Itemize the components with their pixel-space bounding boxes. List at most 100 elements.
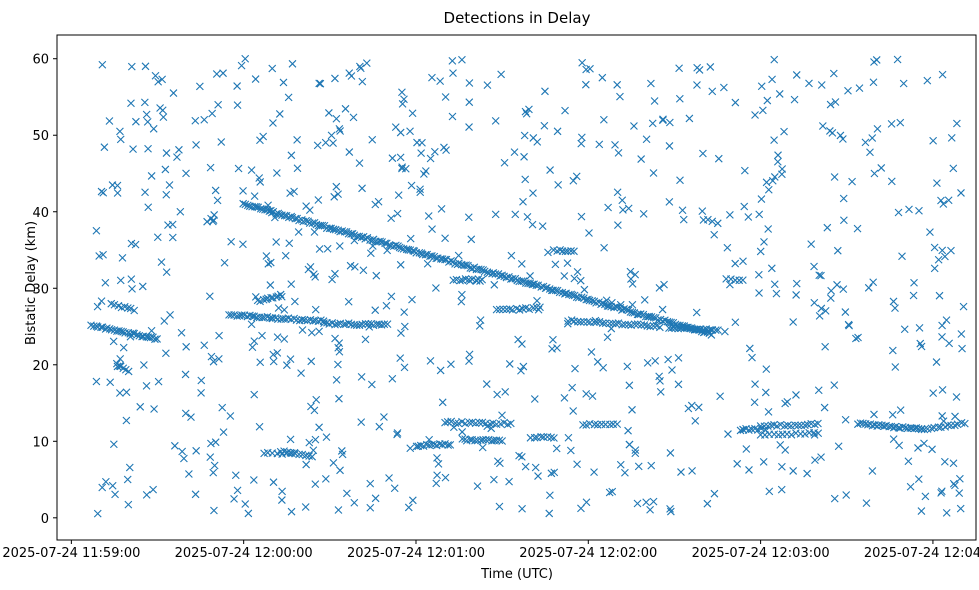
data-point [950, 421, 959, 430]
data-point [428, 73, 436, 82]
data-point [572, 172, 581, 181]
data-point [582, 498, 591, 507]
data-point [497, 70, 506, 79]
data-point [666, 507, 675, 516]
data-point [113, 189, 122, 197]
data-point [653, 316, 662, 324]
data-point [567, 247, 575, 255]
data-point [582, 389, 591, 398]
data-point [947, 246, 955, 255]
data-point [259, 295, 268, 304]
data-point [393, 209, 402, 218]
data-point [821, 306, 830, 315]
data-point [483, 81, 492, 90]
data-point [279, 78, 288, 87]
data-point [641, 312, 650, 321]
data-point [269, 357, 278, 366]
data-point [182, 342, 191, 351]
data-point [263, 312, 272, 321]
data-point [951, 481, 959, 490]
data-point [952, 119, 961, 128]
data-point [332, 375, 341, 384]
data-point [305, 452, 314, 460]
data-point [807, 240, 816, 249]
data-point [249, 476, 258, 484]
data-point [889, 435, 898, 443]
data-point [106, 378, 115, 387]
data-point [324, 109, 333, 117]
data-point [462, 261, 471, 270]
data-point [334, 190, 342, 199]
data-point [714, 326, 722, 334]
data-point [640, 321, 649, 329]
data-point [678, 206, 687, 215]
data-point [851, 334, 860, 343]
data-point [209, 216, 218, 224]
data-point [691, 416, 700, 425]
data-point [380, 413, 388, 421]
data-point [266, 281, 275, 289]
data-point [253, 296, 262, 305]
data-point [783, 421, 792, 430]
data-point [763, 96, 772, 105]
data-point [311, 435, 320, 444]
data-point [613, 80, 622, 89]
data-point [273, 333, 282, 341]
data-point [501, 387, 510, 396]
data-point [577, 139, 586, 148]
data-point [250, 390, 259, 399]
data-point [200, 341, 209, 350]
data-point [898, 252, 906, 261]
data-point [437, 205, 446, 213]
data-point [217, 138, 226, 146]
x-tick-label: 2025-07-24 12:04:00 [864, 546, 979, 561]
data-point [521, 175, 530, 184]
data-point [523, 213, 532, 221]
data-point [914, 475, 923, 484]
data-point [438, 440, 447, 449]
data-point [938, 246, 947, 255]
data-point [530, 433, 539, 442]
data-point [355, 159, 364, 168]
data-point [841, 308, 850, 316]
data-point [256, 178, 265, 186]
data-point [561, 106, 569, 115]
data-point [757, 195, 766, 203]
data-point [637, 155, 646, 163]
data-point [192, 140, 200, 149]
data-point [854, 333, 862, 342]
data-point [441, 473, 450, 482]
data-point [336, 127, 345, 135]
data-point [436, 366, 445, 375]
data-point [323, 244, 332, 253]
data-point [101, 477, 110, 486]
data-point [498, 437, 507, 445]
data-point [783, 397, 792, 406]
data-point [491, 116, 500, 125]
data-point [233, 101, 242, 109]
data-point [441, 255, 449, 264]
data-point [482, 380, 491, 388]
data-point [563, 259, 572, 267]
data-point [675, 64, 683, 73]
data-point [449, 276, 458, 285]
data-point [205, 292, 214, 301]
data-point [327, 131, 336, 140]
data-point [755, 210, 764, 219]
data-point [491, 270, 500, 278]
data-point [162, 190, 171, 199]
data-point [943, 421, 952, 429]
data-point [209, 468, 218, 477]
data-point [118, 253, 127, 262]
data-point [424, 212, 433, 220]
data-point [550, 434, 558, 442]
data-point [127, 62, 136, 71]
data-point [959, 302, 968, 311]
data-point [550, 468, 559, 477]
data-point [280, 335, 289, 343]
data-point [956, 504, 965, 513]
data-point [441, 234, 449, 243]
data-point [345, 69, 354, 77]
data-point [381, 239, 389, 248]
data-point [404, 503, 413, 512]
